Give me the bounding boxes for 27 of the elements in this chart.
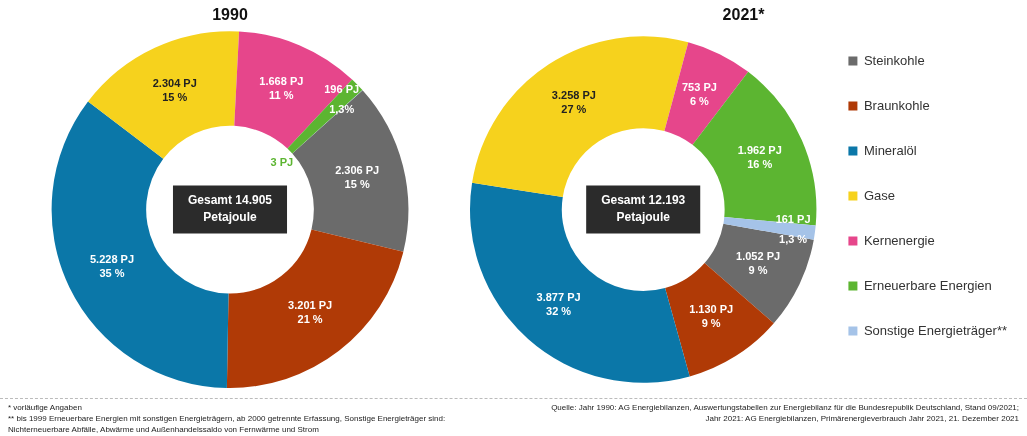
text: Gesamt 14.905 Petajoule: [187, 193, 273, 225]
data-label: 753 PJ 6 %: [681, 81, 717, 108]
data-label: 2.306 PJ 15 %: [335, 163, 380, 190]
data-label: 196 PJ 1,3%: [324, 83, 360, 116]
legend-label: Sonstige Energieträger**: [863, 322, 1007, 338]
legend-label: Erneuerbare Energien: [863, 277, 992, 293]
legend-label: Gase: [863, 187, 895, 203]
data-label: 1.668 PJ 11 %: [259, 74, 304, 101]
text: * vorläufige Angaben: [8, 402, 83, 413]
chart-title: 1990: [212, 6, 248, 24]
source-note: Quelle: Jahr 1990: AG Energiebilanzen, Auswertungstabellen zur Energiebilanz für die Bundesrepublik Deutschland, Stand 09/2021; Jahr 2021: AG Energiebilanzen, Primärenergieverbrauch Jahr 2021, 21. Dezember 2021: [550, 402, 1019, 424]
data-label: 3 PJ: [270, 155, 294, 168]
data-label: 3.201 PJ 21 %: [288, 299, 333, 326]
legend-label: Mineralöl: [863, 142, 917, 158]
chart-title: 2021*: [722, 6, 766, 24]
data-label: 1.052 PJ 9 %: [736, 250, 781, 277]
data-label: 3.877 PJ 32 %: [536, 290, 581, 317]
data-label: 1.130 PJ 9 %: [689, 303, 734, 330]
legend-label: Steinkohle: [863, 52, 925, 68]
text: ** bis 1999 Erneuerbare Energien mit sonstigen Energieträgern, ab 2000 getrennte Erfassung, Sonstige Energieträger sind: Nichterneuerbare Abfälle, Abwärme und Außenhandelssaldo von Fernwärme und Strom: [8, 413, 447, 435]
legend-label: Braunkohle: [863, 97, 930, 113]
text: Gesamt 12.193 Petajoule: [601, 193, 686, 225]
data-label: 3.258 PJ 27 %: [551, 88, 596, 115]
data-label: 2.304 PJ 15 %: [152, 76, 197, 103]
legend-label: Kernenergie: [863, 232, 935, 248]
data-label: 5.228 PJ 35 %: [89, 252, 135, 279]
data-label: 1.962 PJ 16 %: [737, 144, 782, 171]
